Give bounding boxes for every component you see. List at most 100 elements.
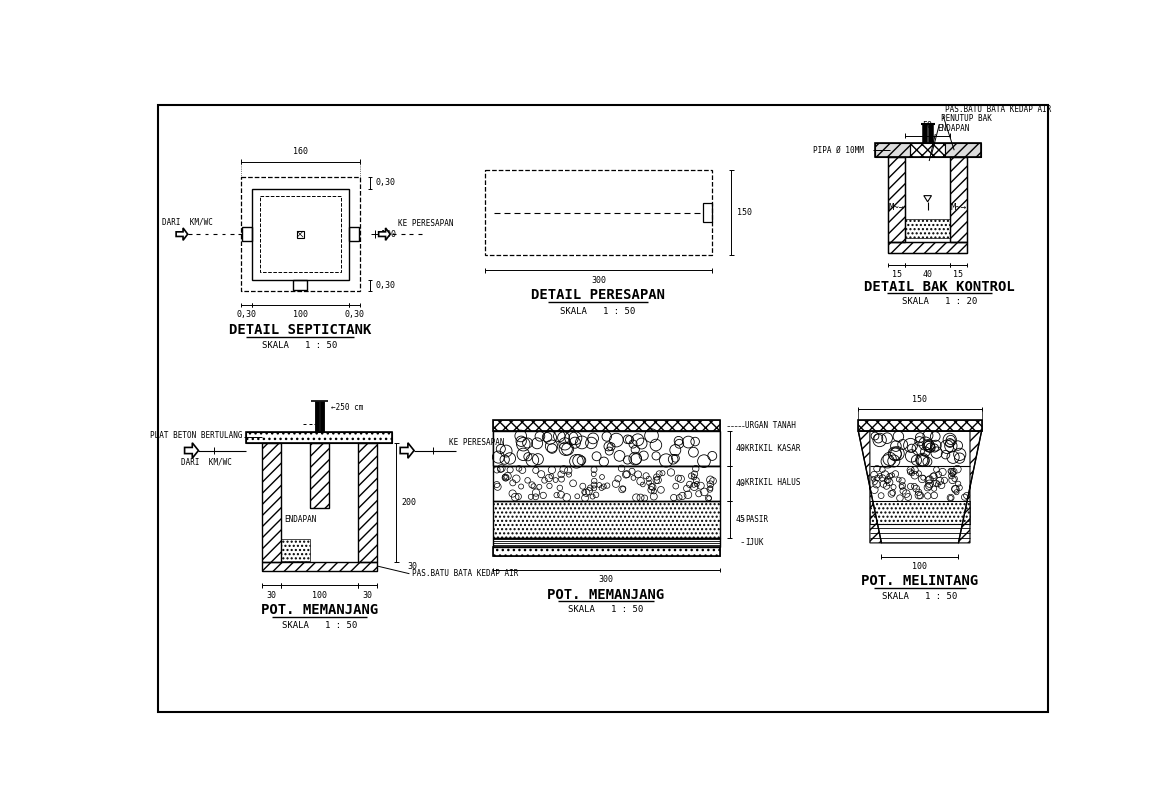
Text: KE PERESAPAN: KE PERESAPAN — [397, 219, 454, 228]
Text: SKALA   1 : 50: SKALA 1 : 50 — [568, 605, 643, 614]
Text: M~→: M~→ — [889, 203, 904, 212]
Bar — [241, 227, 253, 241]
Text: POT. MEMANJANG: POT. MEMANJANG — [261, 603, 377, 617]
Text: ←250 cm: ←250 cm — [330, 403, 363, 412]
Bar — [493, 501, 720, 537]
Polygon shape — [379, 228, 390, 240]
Text: PLAT BETON BERTULANG: PLAT BETON BERTULANG — [149, 431, 242, 440]
Bar — [888, 157, 906, 242]
Text: DARI  KM/WC: DARI KM/WC — [162, 218, 213, 227]
Bar — [348, 227, 360, 241]
Bar — [493, 547, 720, 556]
Text: URGAN TANAH: URGAN TANAH — [746, 421, 796, 430]
Text: PAS.BATU BATA KEDAP AIR: PAS.BATU BATA KEDAP AIR — [412, 570, 519, 578]
Bar — [253, 188, 348, 280]
Text: KE PERESAPAN: KE PERESAPAN — [449, 438, 505, 447]
Text: 0,30: 0,30 — [375, 179, 395, 188]
Text: ENDAPAN: ENDAPAN — [937, 124, 969, 133]
Text: DETAIL BAK KONTROL: DETAIL BAK KONTROL — [864, 279, 1015, 294]
Polygon shape — [400, 443, 414, 458]
Bar — [293, 280, 307, 290]
Bar — [358, 443, 377, 562]
Bar — [310, 443, 329, 508]
Text: 50: 50 — [923, 121, 933, 130]
Bar — [260, 197, 341, 272]
Text: 100: 100 — [312, 591, 327, 599]
Bar — [310, 443, 329, 508]
Text: 40: 40 — [923, 270, 933, 279]
Polygon shape — [176, 228, 188, 240]
Bar — [950, 157, 967, 242]
Bar — [950, 157, 967, 242]
Bar — [888, 242, 967, 253]
Text: 45: 45 — [735, 515, 746, 523]
Text: 100: 100 — [293, 311, 308, 320]
Text: KRIKIL HALUS: KRIKIL HALUS — [746, 478, 801, 487]
Text: 30: 30 — [266, 591, 276, 599]
Bar — [485, 170, 711, 255]
Text: 30: 30 — [408, 562, 417, 571]
Text: 160: 160 — [293, 147, 308, 156]
Bar — [703, 202, 711, 222]
Bar — [870, 501, 970, 523]
Bar — [493, 501, 720, 537]
Bar — [493, 421, 720, 431]
Text: 300: 300 — [592, 276, 606, 285]
Text: 100: 100 — [381, 230, 396, 239]
Text: 0,30: 0,30 — [375, 281, 395, 290]
Text: 0,30: 0,30 — [345, 311, 365, 320]
Bar — [241, 177, 360, 291]
Bar — [493, 466, 720, 501]
Bar — [493, 431, 720, 466]
Bar — [298, 231, 303, 238]
Bar — [358, 443, 377, 562]
Text: IJUK: IJUK — [746, 538, 763, 547]
Polygon shape — [185, 443, 199, 458]
Bar — [261, 443, 281, 562]
Bar — [261, 562, 377, 571]
Text: 15: 15 — [891, 270, 902, 279]
Text: 150: 150 — [913, 395, 928, 404]
Bar — [875, 143, 981, 157]
Text: 40: 40 — [735, 479, 746, 488]
Bar — [281, 539, 310, 561]
Text: 200: 200 — [402, 498, 416, 507]
Text: POT. MELINTANG: POT. MELINTANG — [861, 574, 978, 588]
Bar — [261, 562, 377, 571]
Text: 100: 100 — [913, 562, 928, 571]
Bar — [888, 157, 906, 242]
Text: DARI  KM/WC: DARI KM/WC — [181, 458, 232, 467]
Text: POT. MEMANJANG: POT. MEMANJANG — [547, 587, 664, 602]
Bar — [493, 421, 720, 431]
Text: PASIR: PASIR — [746, 515, 768, 523]
Text: SKALA   1 : 50: SKALA 1 : 50 — [561, 307, 636, 316]
Text: SKALA   1 : 50: SKALA 1 : 50 — [262, 341, 338, 349]
Text: 30: 30 — [362, 591, 373, 599]
Text: PIPA Ø 10MM: PIPA Ø 10MM — [813, 146, 864, 155]
Text: ENDAPAN: ENDAPAN — [283, 515, 316, 524]
Bar — [261, 443, 281, 562]
Text: 150: 150 — [736, 208, 751, 217]
Bar — [910, 143, 946, 157]
Bar — [888, 242, 967, 253]
Text: KRIKIL KASAR: KRIKIL KASAR — [746, 443, 801, 453]
Bar — [906, 218, 950, 238]
Text: M~→: M~→ — [950, 203, 967, 212]
Bar — [875, 143, 910, 157]
Bar — [858, 421, 982, 431]
Text: SKALA   1 : 20: SKALA 1 : 20 — [902, 298, 977, 307]
Text: SKALA   1 : 50: SKALA 1 : 50 — [882, 592, 957, 601]
Bar — [246, 432, 393, 443]
Text: SKALA   1 : 50: SKALA 1 : 50 — [282, 621, 358, 629]
Text: DETAIL SEPTICTANK: DETAIL SEPTICTANK — [229, 323, 372, 337]
Text: 40: 40 — [735, 444, 746, 453]
Text: PAS.BATU BATA KEDAP AIR: PAS.BATU BATA KEDAP AIR — [944, 105, 1051, 114]
Text: 15: 15 — [954, 270, 963, 279]
Bar — [493, 547, 720, 556]
Bar — [246, 432, 393, 443]
Bar — [493, 537, 720, 547]
Bar — [493, 431, 720, 466]
Text: 0,30: 0,30 — [236, 311, 256, 320]
Text: 300: 300 — [599, 575, 614, 584]
Text: PENUTUP BAK: PENUTUP BAK — [941, 114, 991, 123]
